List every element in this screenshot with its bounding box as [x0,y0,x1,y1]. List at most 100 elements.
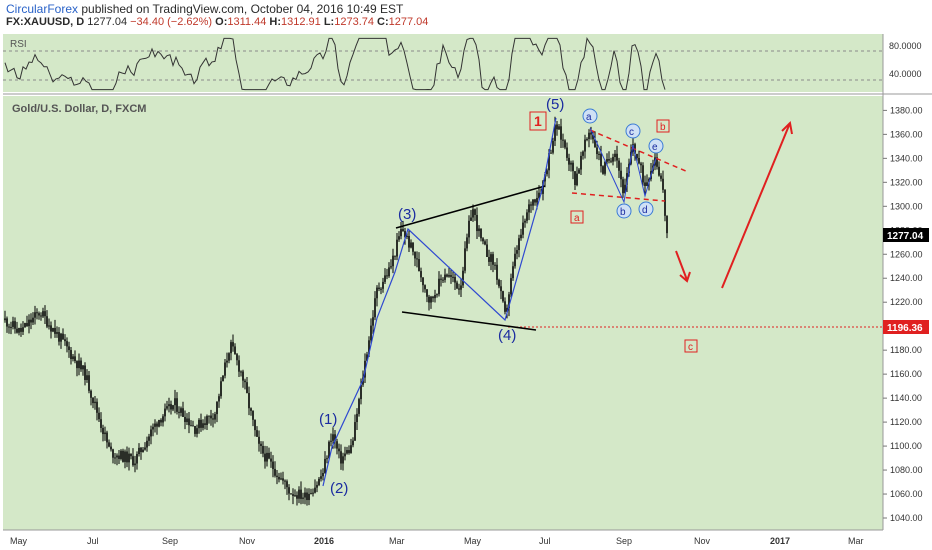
candle-body [452,276,454,278]
candle-body [96,401,98,413]
candle-body [216,401,218,415]
candle-body [550,152,552,154]
candle-body [22,327,24,332]
candle-body [262,446,264,454]
y-tick-label: 1140.00 [890,393,922,403]
candle-body [556,124,558,130]
candle-body [112,449,114,458]
candle-body [608,159,610,161]
triangle-lower-line [401,311,537,331]
candle-body [162,416,164,423]
candle-body [52,328,54,332]
candle-body [322,472,324,477]
candle-body [294,495,296,497]
candle-body [398,236,400,240]
candle-body [84,365,86,380]
candle-body [106,432,108,443]
candle-body [156,423,158,427]
x-tick-label: Sep [162,536,178,546]
candle-body [268,452,270,459]
candle-body [528,204,530,213]
subwave-line [589,127,657,204]
candle-body [358,399,360,414]
candle-body [80,360,82,370]
candle-body [660,175,662,179]
level-tag: 1196.36 [887,323,923,334]
candle-body [554,124,556,141]
candle-body [296,495,298,499]
triangle-upper-line [395,185,546,229]
price-panel-bg [3,96,883,530]
candle-body [302,497,304,499]
candle-body [230,342,232,354]
candles [4,116,668,506]
candle-body [436,294,438,296]
candle-body [38,313,40,316]
candle-body [214,414,216,420]
candle-body [466,237,468,249]
candle-body [284,480,286,482]
candle-body [406,236,408,238]
candle-body [20,328,22,332]
candle-body [498,279,500,287]
circle-e: e [648,138,664,154]
x-tick-label: May [464,536,482,546]
candle-body [484,241,486,245]
candle-body [460,285,462,290]
candle-body [448,275,450,277]
candle-body [590,132,592,135]
candle-body [388,267,390,277]
candle-body [392,255,394,267]
candle-body [536,197,538,203]
symbol-label: FX:XAUUSD, D [6,16,85,28]
candle-body [126,451,128,463]
candle-body [72,356,74,360]
candle-body [198,419,200,429]
candle-body [552,140,554,153]
circle-c: c [625,123,641,139]
candle-body [416,258,418,260]
last-price-tag: 1277.04 [887,231,924,242]
candle-body [270,458,272,462]
candle-body [172,405,174,410]
x-tick-label: Jul [87,536,99,546]
circle-b: b [616,203,632,219]
candle-body [456,282,458,289]
candle-body [48,325,50,327]
candle-body [180,408,182,413]
candle-body [34,312,36,318]
candle-body [508,294,510,308]
candle-body [524,220,526,223]
candle-body [450,275,452,277]
candle-body [538,192,540,198]
x-tick-label: Nov [694,536,711,546]
candle-body [74,356,76,362]
candle-body [26,323,28,327]
candle-body [110,446,112,450]
candle-body [664,189,666,216]
candle-body [348,450,350,453]
y-tick-label: 1360.00 [890,129,923,139]
candle-body [476,214,478,232]
candle-body [434,294,436,299]
candle-body [60,333,62,342]
candle-body [564,140,566,148]
candle-body [592,134,594,140]
candle-body [366,354,368,361]
author-link[interactable]: CircularForex [6,2,79,16]
candle-body [602,166,604,174]
rsi-line [4,36,666,91]
candle-body [326,458,328,460]
candle-body [596,147,598,155]
candle-body [124,451,126,462]
y-tick-label: 1060.00 [890,489,923,499]
candle-body [606,159,608,162]
down-arrow [675,250,691,283]
candle-body [246,382,248,394]
red-dashed-lower [571,192,666,202]
candle-body [574,171,576,185]
candle-body [128,453,130,463]
box-b [656,119,670,133]
candle-body [250,408,252,411]
